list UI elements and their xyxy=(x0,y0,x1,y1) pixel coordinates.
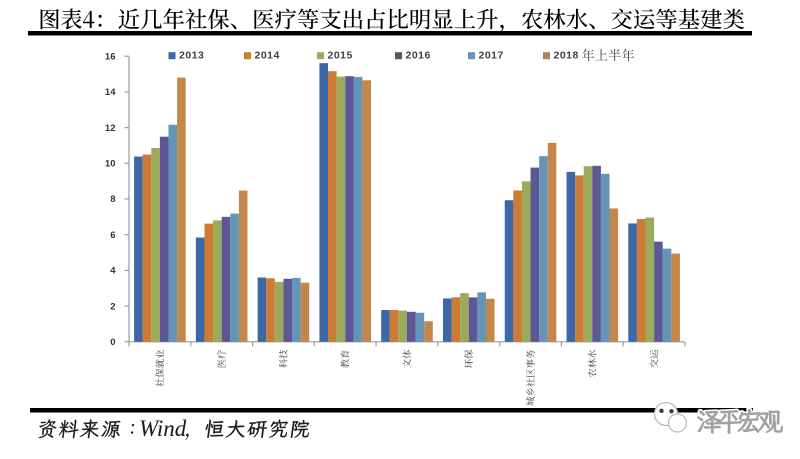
svg-text:2013: 2013 xyxy=(179,50,204,62)
svg-text:12: 12 xyxy=(105,123,116,134)
svg-text:0: 0 xyxy=(110,337,115,348)
svg-text:14: 14 xyxy=(105,87,116,98)
svg-text:16: 16 xyxy=(105,51,116,62)
svg-text:2016: 2016 xyxy=(406,50,431,62)
svg-text:2017: 2017 xyxy=(479,50,504,62)
svg-text:4: 4 xyxy=(110,266,116,277)
svg-text:10: 10 xyxy=(105,159,116,170)
svg-text:2014: 2014 xyxy=(255,50,280,62)
svg-text:6: 6 xyxy=(110,230,115,241)
svg-text:2015: 2015 xyxy=(328,50,353,62)
svg-text:2018: 2018 xyxy=(554,50,579,62)
svg-text:2: 2 xyxy=(110,301,115,312)
svg-text:8: 8 xyxy=(110,194,115,205)
svg-text:Wind: Wind xyxy=(139,416,187,441)
